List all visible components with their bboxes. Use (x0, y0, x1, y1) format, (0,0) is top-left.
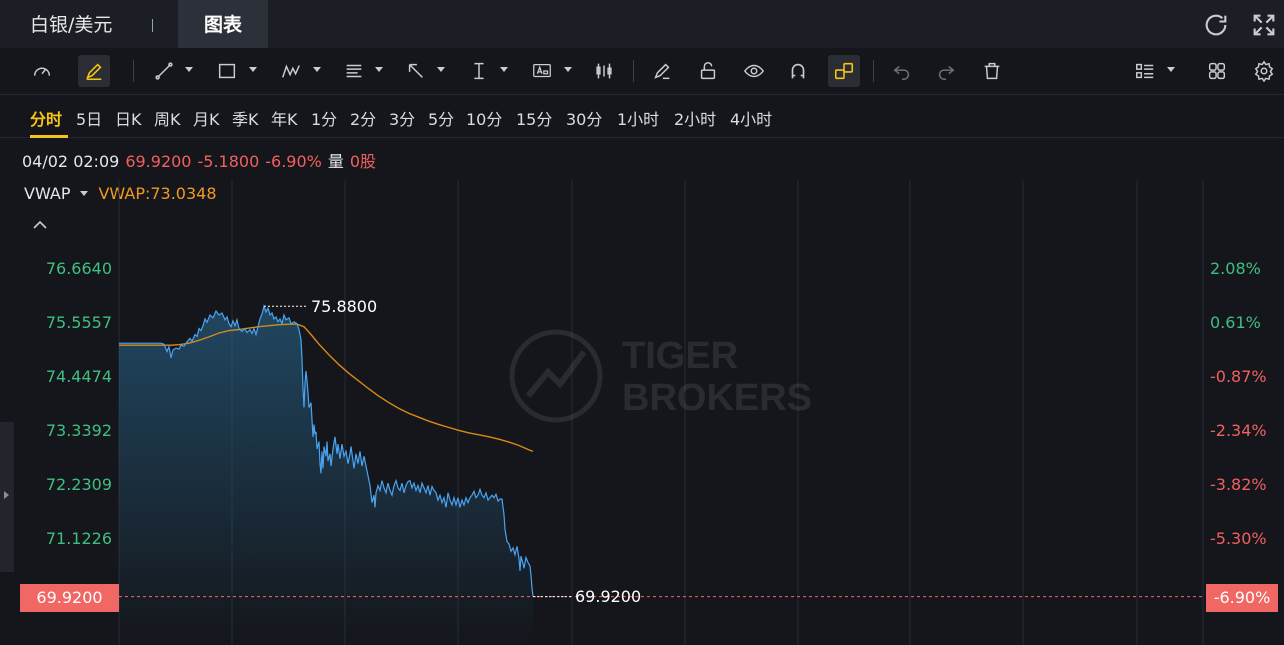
eye-icon[interactable] (738, 55, 770, 87)
gauge-icon[interactable] (26, 55, 58, 87)
last-price-tag-right: -6.90% (1206, 584, 1278, 612)
info-change-pct: -6.90% (265, 152, 322, 171)
chevron-down-icon[interactable] (437, 67, 445, 72)
last-price-tag-left: 69.9200 (20, 584, 119, 612)
toolbar-divider (633, 60, 634, 82)
period-tab[interactable]: 周K (154, 110, 181, 129)
period-bar: 分时 5日 日K 周K 月K 季K 年K 1分 2分 3分 5分 10分 15分… (0, 94, 1284, 138)
price-line (119, 304, 534, 597)
period-tab[interactable]: 日K (115, 110, 142, 129)
grid-icon[interactable] (1201, 55, 1233, 87)
indicator-name[interactable]: VWAP (24, 184, 71, 203)
y-axis-left-tick: 71.1226 (45, 529, 112, 548)
period-tab[interactable]: 15分 (516, 110, 553, 129)
title-bar: 白银/美元 图表 (0, 0, 1284, 48)
chevron-down-icon[interactable] (313, 67, 321, 72)
info-volume: 0股 (349, 152, 377, 171)
period-tab[interactable]: 30分 (566, 110, 603, 129)
tab-chart[interactable]: 图表 (178, 0, 268, 48)
y-axis-right-tick: 2.08% (1210, 259, 1261, 278)
info-volume-label: 量 (327, 152, 344, 171)
side-panel-handle[interactable] (0, 422, 14, 572)
active-period-underline (30, 135, 68, 138)
line-icon[interactable] (148, 55, 180, 87)
tab-instrument[interactable]: 白银/美元 (30, 14, 113, 36)
info-change: -5.1800 (197, 152, 260, 171)
period-tab[interactable]: 5分 (428, 110, 455, 129)
watermark-line1: TIGER (622, 335, 738, 377)
y-axis-left-tick: 73.3392 (45, 421, 112, 440)
period-tab[interactable]: 1分 (311, 110, 338, 129)
y-axis-left-tick: 74.4474 (45, 367, 112, 386)
unlock-icon[interactable] (692, 55, 724, 87)
period-tab[interactable]: 4小时 (730, 110, 773, 129)
period-tab[interactable]: 3分 (389, 110, 416, 129)
magnet-icon[interactable] (782, 55, 814, 87)
crosshair-info: 04/02 02:09 69.9200 -5.1800 -6.90% 量 0股 (22, 148, 382, 172)
info-price: 69.9200 (125, 152, 192, 171)
rectangle-icon[interactable] (211, 55, 243, 87)
last-annotation: 69.9200 (575, 587, 642, 606)
period-tab[interactable]: 1小时 (617, 110, 660, 129)
tab-separator (152, 19, 153, 32)
vwap-line (119, 323, 534, 453)
chevron-down-icon[interactable] (249, 67, 257, 72)
redo-icon[interactable] (930, 55, 962, 87)
y-axis-right-tick: -5.30% (1210, 529, 1267, 548)
drawing-toolbar (0, 48, 1284, 94)
watermark-logo: TIGER BROKERS (509, 329, 812, 423)
eraser-icon[interactable] (646, 55, 678, 87)
chevron-up-icon[interactable] (30, 216, 50, 234)
indicator-value: VWAP:73.0348 (98, 184, 217, 203)
text-icon[interactable] (526, 55, 558, 87)
period-tab[interactable]: 2分 (350, 110, 377, 129)
undo-icon[interactable] (886, 55, 918, 87)
pencil-icon[interactable] (78, 55, 110, 87)
y-axis-right-tick: -3.82% (1210, 475, 1267, 494)
chevron-down-icon[interactable] (564, 67, 572, 72)
y-axis-left-tick: 75.5557 (45, 313, 112, 332)
arrow-icon[interactable] (400, 55, 432, 87)
measure-icon[interactable] (463, 55, 495, 87)
chevron-down-icon[interactable] (185, 67, 193, 72)
indicator-row: VWAP VWAP:73.0348 (24, 184, 217, 203)
toolbar-divider (873, 60, 874, 82)
period-tab[interactable]: 2小时 (674, 110, 717, 129)
info-datetime: 04/02 02:09 (22, 152, 120, 171)
period-tab[interactable]: 5日 (76, 110, 103, 129)
refresh-icon[interactable] (1202, 11, 1230, 39)
y-axis-left-tick: 72.2309 (45, 475, 112, 494)
link-icon[interactable] (828, 55, 860, 87)
fullscreen-icon[interactable] (1250, 11, 1278, 39)
layout-list-icon[interactable] (1129, 55, 1161, 87)
trash-icon[interactable] (976, 55, 1008, 87)
y-axis-left-tick: 76.6640 (45, 259, 112, 278)
high-annotation: 75.8800 (311, 297, 378, 316)
chevron-down-icon[interactable] (80, 191, 89, 196)
pattern-icon[interactable] (275, 55, 307, 87)
settings-icon[interactable] (1248, 55, 1280, 87)
chevron-down-icon[interactable] (375, 67, 383, 72)
period-tab[interactable]: 年K (271, 110, 298, 129)
y-axis-right-tick: -2.34% (1210, 421, 1267, 440)
price-area (119, 306, 533, 645)
period-tab[interactable]: 季K (232, 110, 259, 129)
period-tab[interactable]: 分时 (30, 110, 63, 129)
chevron-down-icon[interactable] (500, 67, 508, 72)
period-tab[interactable]: 10分 (466, 110, 503, 129)
chevron-down-icon[interactable] (1167, 67, 1175, 72)
candle-icon[interactable] (588, 55, 620, 87)
toolbar-divider (133, 60, 134, 82)
fibonacci-icon[interactable] (338, 55, 370, 87)
y-axis-right-tick: 0.61% (1210, 313, 1261, 332)
period-tab[interactable]: 月K (193, 110, 220, 129)
y-axis-right-tick: -0.87% (1210, 367, 1267, 386)
watermark-line2: BROKERS (622, 377, 812, 419)
